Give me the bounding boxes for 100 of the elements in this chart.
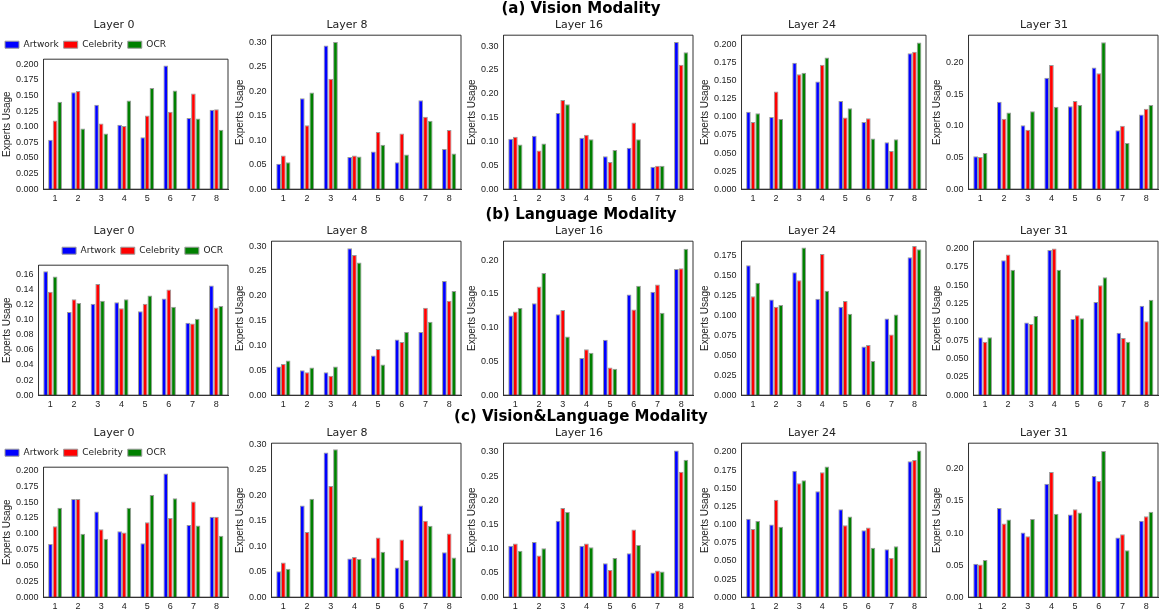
y-tick-label: 0.100: [713, 519, 737, 530]
y-tick-label: 0.20: [480, 88, 499, 99]
x-tick-label: 4: [118, 399, 124, 410]
x-tick-label: 7: [654, 601, 660, 612]
y-tick-label: 0.20: [248, 290, 267, 301]
text: (a) Vision Modality: [500, 0, 662, 17]
x-tick-label: 4: [583, 399, 589, 410]
x-tick-label: 1: [512, 601, 518, 612]
chart-title: Layer 16: [554, 224, 604, 238]
y-tick-label: 0.025: [713, 573, 737, 584]
y-tick-label: 0.05: [480, 159, 499, 170]
x-tick-label: 4: [819, 399, 825, 410]
x-tick-label: 6: [1096, 601, 1102, 612]
x-tick-label: 7: [190, 193, 196, 204]
x-tick-label: 4: [351, 193, 357, 204]
x-tick-label: 4: [351, 601, 357, 612]
x-tick-label: 3: [796, 601, 802, 612]
y-tick-label: 0.025: [945, 371, 969, 382]
x-tick-label: 7: [654, 399, 660, 410]
y-axis-title: Experts Usage: [698, 486, 710, 553]
x-tick-label: 2: [1001, 193, 1007, 204]
x-tick-label: 1: [512, 193, 518, 204]
x-tick-label: 3: [327, 601, 333, 612]
y-tick-label: 0.10: [945, 527, 964, 538]
x-tick-label: 8: [213, 399, 219, 410]
x-tick-label: 6: [865, 399, 871, 410]
y-tick-label: 0.12: [15, 298, 34, 309]
x-tick-label: 5: [1072, 193, 1078, 204]
y-tick-label: 0.075: [713, 537, 737, 548]
x-tick-label: 6: [167, 193, 173, 204]
y-tick-label: 0.30: [248, 37, 267, 48]
x-tick-label: 7: [190, 601, 196, 612]
y-tick-label: 0.150: [713, 75, 737, 86]
y-tick-label: 0.150: [713, 270, 737, 280]
x-tick-label: 2: [75, 601, 81, 612]
x-tick-label: 7: [189, 399, 195, 410]
legend-label: Artwork: [80, 245, 117, 256]
x-tick-label: 1: [977, 193, 983, 204]
x-tick-label: 2: [71, 399, 77, 410]
y-tick-label: 0.20: [248, 85, 267, 96]
x-tick-label: 3: [560, 193, 566, 204]
x-tick-label: 2: [304, 601, 310, 612]
y-tick-label: 0.25: [248, 61, 267, 72]
y-axis-title: Experts Usage: [930, 78, 942, 145]
x-tick-label: 2: [304, 399, 310, 410]
x-tick-label: 5: [842, 399, 848, 410]
chart-title: Layer 8: [325, 18, 368, 32]
x-tick-label: 7: [1120, 399, 1126, 410]
x-tick-label: 5: [842, 193, 848, 204]
y-tick-label: 0.100: [945, 316, 969, 327]
y-tick-label: 0.16: [15, 268, 34, 279]
x-tick-label: 8: [911, 193, 917, 204]
y-tick-label: 0.025: [15, 575, 39, 586]
x-tick-label: 1: [280, 399, 286, 410]
x-tick-label: 7: [422, 601, 428, 612]
x-tick-label: 6: [1096, 193, 1102, 204]
y-tick-label: 0.150: [15, 496, 39, 507]
chart-title: Layer 24: [787, 18, 836, 32]
x-tick-label: 4: [351, 399, 357, 410]
x-tick-label: 6: [865, 193, 871, 204]
chart-title: Layer 31: [1019, 18, 1069, 32]
x-tick-label: 3: [1028, 399, 1034, 410]
y-tick-label: 0.10: [248, 540, 267, 551]
x-tick-label: 5: [607, 193, 613, 204]
y-tick-label: 0.25: [480, 64, 499, 75]
x-tick-label: 8: [213, 601, 219, 612]
y-tick-label: 0.04: [15, 359, 34, 370]
x-tick-label: 5: [1072, 601, 1078, 612]
x-tick-label: 3: [560, 601, 566, 612]
legend-label: Celebrity: [82, 39, 124, 50]
x-tick-label: 1: [280, 193, 286, 204]
x-tick-label: 7: [888, 193, 894, 204]
y-axis-title: Experts Usage: [465, 284, 477, 351]
x-tick-label: 7: [422, 193, 428, 204]
x-tick-label: 5: [607, 399, 613, 410]
y-axis-title: Experts Usage: [0, 90, 12, 157]
y-tick-label: 0.175: [945, 261, 969, 272]
y-tick-label: 0.000: [713, 389, 737, 400]
y-axis-title: Experts Usage: [465, 78, 477, 145]
y-tick-label: 0.00: [945, 591, 964, 602]
x-tick-label: 2: [773, 399, 779, 410]
x-tick-label: 5: [1074, 399, 1080, 410]
y-tick-label: 0.05: [248, 364, 267, 375]
x-tick-label: 5: [375, 399, 381, 410]
x-tick-label: 4: [121, 601, 127, 612]
x-tick-label: 3: [327, 399, 333, 410]
y-tick-label: 0.050: [15, 152, 39, 163]
y-tick-label: 0.25: [480, 470, 499, 481]
text: (c) Vision&Language Modality: [453, 407, 709, 425]
x-tick-label: 8: [446, 193, 452, 204]
y-tick-label: 0.125: [713, 289, 737, 300]
legend-label: OCR: [146, 447, 166, 458]
y-axis-title: Experts Usage: [698, 78, 710, 145]
y-tick-label: 0.000: [713, 591, 737, 602]
y-tick-label: 0.050: [945, 353, 969, 364]
y-tick-label: 0.075: [15, 136, 39, 147]
y-tick-label: 0.200: [15, 464, 39, 475]
y-tick-label: 0.30: [480, 446, 499, 457]
y-tick-label: 0.10: [480, 322, 499, 333]
x-tick-label: 8: [1143, 399, 1149, 410]
